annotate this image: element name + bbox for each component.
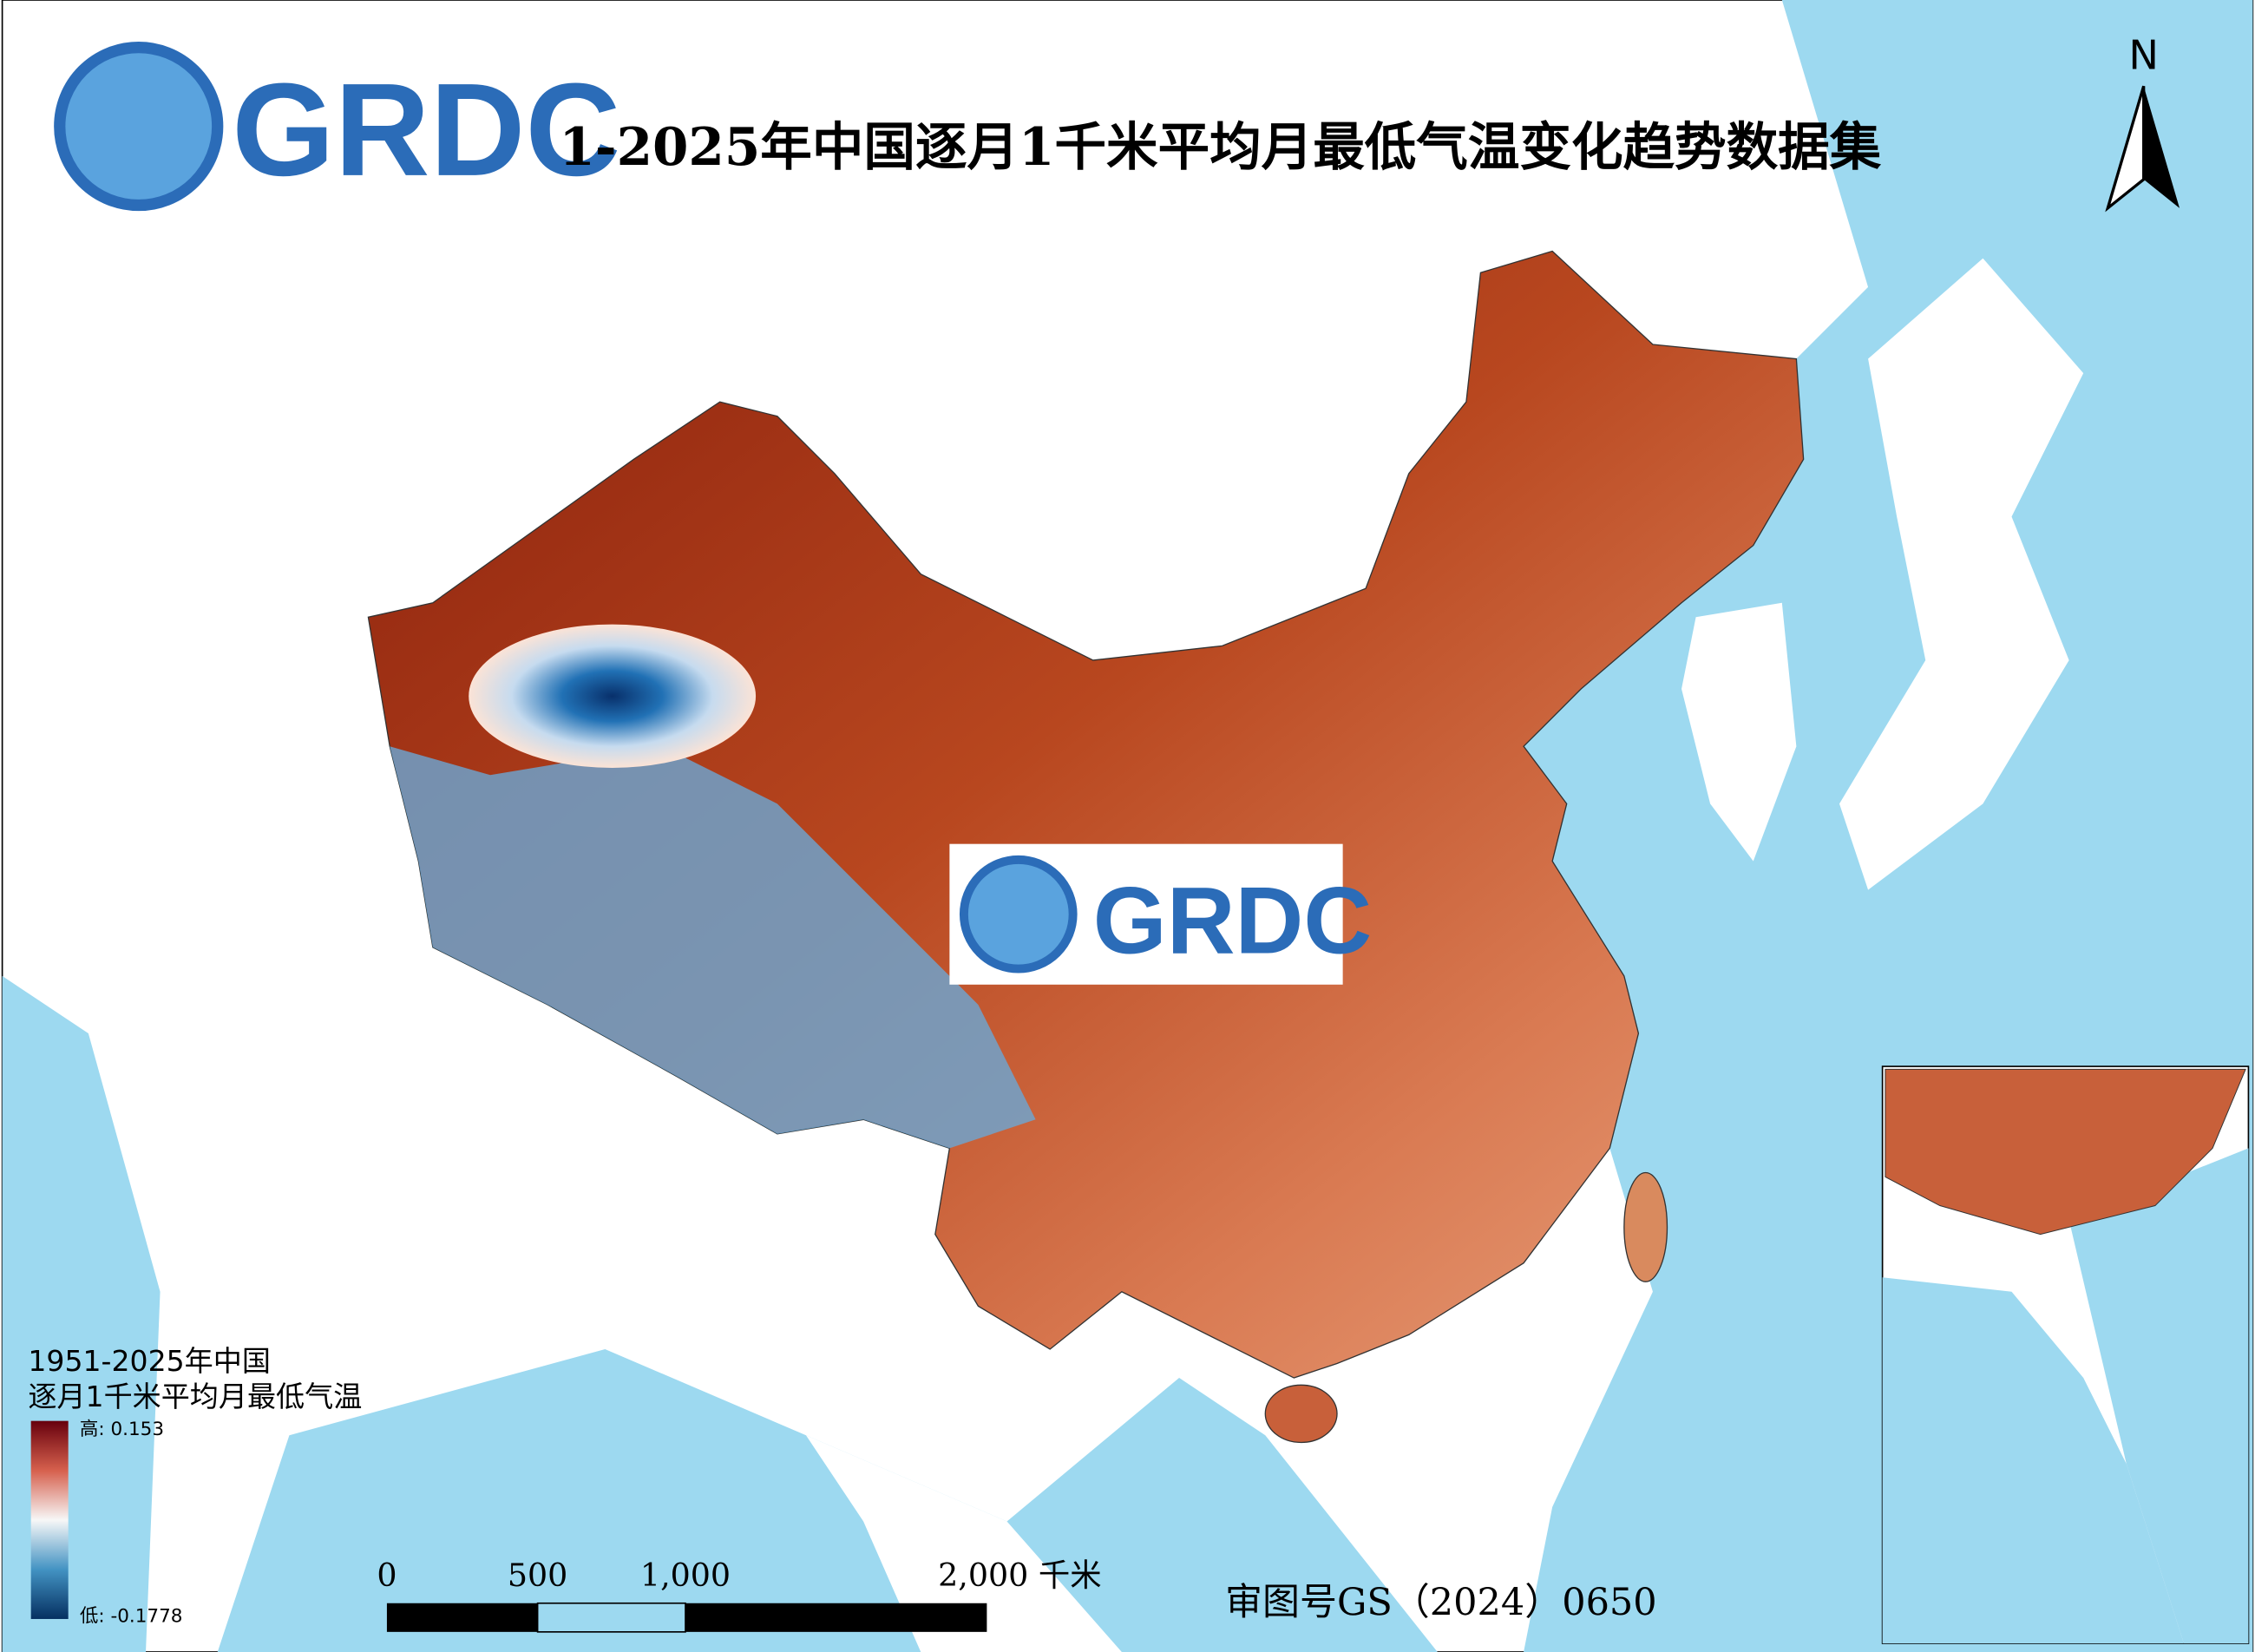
scale-label: 500 <box>508 1557 567 1594</box>
north-arrow: N <box>2105 31 2180 213</box>
land-korea <box>1681 602 1797 862</box>
land <box>805 1435 1122 1652</box>
scale-label: 2,000 千米 <box>938 1557 1101 1594</box>
scale-label: 1,000 <box>640 1557 731 1594</box>
tarim-basin <box>469 624 757 769</box>
land-japan <box>1839 258 2084 890</box>
map-title: 1-2025年中国逐月1千米平均月最低气温变化趋势数据集 <box>559 117 1881 178</box>
inset-south-china <box>1885 1068 2246 1236</box>
logo-text: GRDC <box>232 56 620 204</box>
legend-title: 逐月1千米平均月最低气温 <box>28 1380 362 1413</box>
legend-high: 高: 0.153 <box>80 1419 164 1440</box>
legend-low: 低: -0.1778 <box>80 1605 183 1627</box>
taiwan <box>1623 1171 1668 1282</box>
watermark: GRDC <box>949 843 1372 985</box>
logo: GRDC <box>54 41 620 212</box>
legend-ramp <box>30 1420 69 1619</box>
scale-label: 0 <box>377 1557 397 1594</box>
scale-bar: 0 500 1,000 2,000 千米 <box>377 1557 1102 1633</box>
hainan <box>1264 1384 1338 1444</box>
legend-title: 1951-2025年中国 <box>28 1344 271 1378</box>
inset-sea <box>1882 1277 2185 1644</box>
inset-sea <box>2068 1148 2249 1644</box>
tibet-region <box>390 746 1036 1149</box>
legend: 1951-2025年中国 逐月1千米平均月最低气温 高: 0.153 低: -0… <box>28 1344 362 1627</box>
north-label: N <box>2128 31 2159 78</box>
watermark-text: GRDC <box>1093 868 1372 974</box>
review-number: 审图号GS（2024）0650 <box>1225 1581 1657 1624</box>
sea <box>217 1348 1438 1652</box>
